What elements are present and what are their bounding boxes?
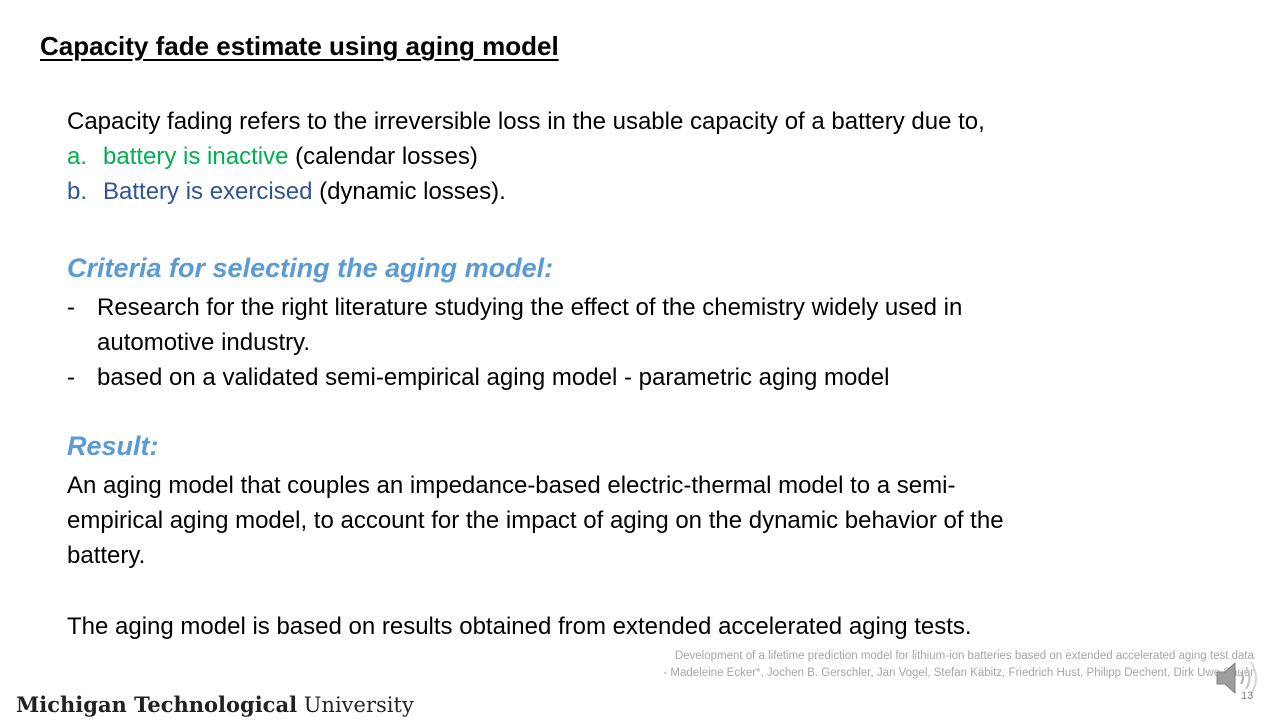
list-item-b: b. Battery is exercised (dynamic losses).	[67, 174, 506, 209]
conclusion-text: The aging model is based on results obta…	[67, 613, 972, 640]
citation-title: Development of a lifetime prediction mod…	[674, 650, 1254, 662]
bullet-2-line-1: based on a validated semi-empirical agin…	[97, 364, 890, 391]
bullet-dash: -	[67, 294, 75, 321]
slide-title: Capacity fade estimate using aging model	[40, 31, 559, 61]
intro-text: Capacity fading refers to the irreversib…	[67, 108, 985, 135]
logo-bold-text: Michigan Technological	[16, 692, 298, 717]
bullet-1-line-1: Research for the right literature studyi…	[97, 294, 963, 321]
result-line-2: empirical aging model, to account for th…	[67, 507, 1004, 534]
list-item-b-highlight: Battery is exercised	[103, 178, 313, 205]
bullet-1-line-2: automotive industry.	[97, 329, 310, 356]
criteria-heading: Criteria for selecting the aging model:	[67, 253, 554, 283]
citation-authors: - Madeleine Ecker*, Jochen B. Gerschler,…	[663, 667, 1254, 679]
result-heading: Result:	[67, 431, 159, 461]
result-line-1: An aging model that couples an impedance…	[67, 472, 956, 499]
list-marker-a: a.	[67, 143, 88, 170]
list-item-b-rest: (dynamic losses).	[312, 178, 506, 205]
result-line-3: battery.	[67, 542, 146, 569]
list-item-a: a. battery is inactive (calendar losses)	[67, 139, 478, 174]
university-logo: Michigan Technological University	[16, 692, 414, 717]
list-item-a-highlight: battery is inactive	[103, 143, 289, 170]
bullet-text: Research for the right literature studyi…	[97, 290, 962, 360]
page-number: 13	[1241, 690, 1254, 702]
speaker-icon[interactable]	[1213, 658, 1263, 698]
logo-regular-text: University	[297, 693, 414, 717]
bullet-text: based on a validated semi-empirical agin…	[97, 360, 889, 395]
result-paragraph: An aging model that couples an impedance…	[67, 468, 1004, 573]
citation: Development of a lifetime prediction mod…	[663, 648, 1254, 682]
list-marker-b: b.	[67, 178, 88, 205]
bullet-dash: -	[67, 364, 75, 391]
list-item-a-rest: (calendar losses)	[288, 143, 478, 170]
